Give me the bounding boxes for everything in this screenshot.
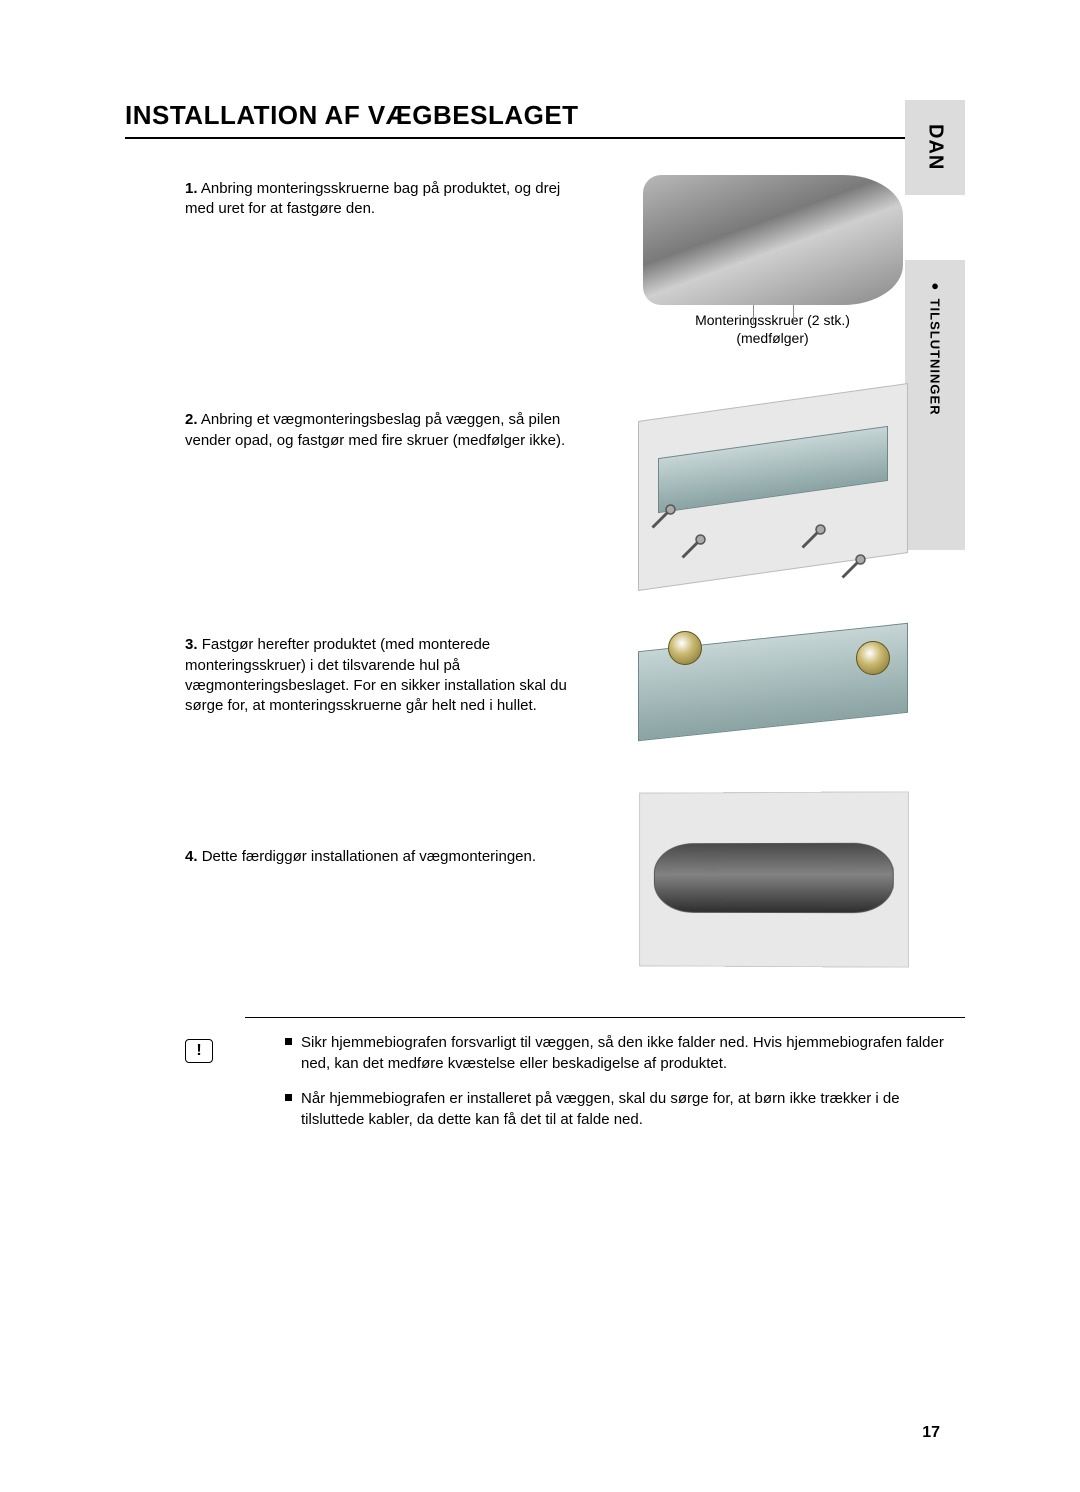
step-3-body: Fastgør herefter produktet (med montered…: [185, 636, 567, 714]
mounting-screw-icon: [668, 631, 702, 665]
step-3-image: [580, 627, 965, 737]
step-2-number: 2.: [185, 411, 198, 428]
screw-icon: [838, 552, 868, 582]
page-number: 17: [922, 1424, 940, 1442]
warning-rule: [245, 1017, 965, 1018]
side-tab-section: ● TILSLUTNINGER: [905, 260, 965, 550]
finished-installation-illustration: [639, 792, 909, 968]
step-1-number: 1.: [185, 180, 198, 197]
step-2-body: Anbring et vægmonteringsbeslag på væggen…: [185, 411, 565, 448]
caption-line2: (medfølger): [695, 329, 850, 347]
screw-icon: [678, 532, 708, 562]
product-back-illustration: [643, 175, 903, 305]
screw-icon: [648, 502, 678, 532]
step-4-number: 4.: [185, 848, 198, 865]
step-4-body: Dette færdiggør installationen af vægmon…: [202, 848, 536, 865]
caption-line1: Monteringsskruer (2 stk.): [695, 311, 850, 329]
wall-bracket-illustration: [638, 402, 908, 572]
step-1-body: Anbring monteringsskruerne bag på produk…: [185, 180, 560, 217]
step-4-image: [580, 792, 965, 967]
mounting-screw-icon: [856, 641, 890, 675]
warning-item: Sikr hjemmebiografen forsvarligt til væg…: [285, 1032, 965, 1074]
side-tab-section-label: ● TILSLUTNINGER: [928, 278, 943, 416]
warning-block: ! Sikr hjemmebiografen forsvarligt til v…: [125, 1017, 965, 1130]
step-4-text: 4. Dette færdiggør installationen af væg…: [185, 792, 580, 867]
step-2-text: 2. Anbring et vægmonteringsbeslag på væg…: [185, 402, 580, 451]
step-2-image: [580, 402, 965, 572]
mounting-illustration: [638, 627, 908, 737]
warning-item: Når hjemmebiografen er installeret på væ…: [285, 1088, 965, 1130]
side-tab-language-label: DAN: [924, 124, 947, 170]
step-1-text: 1. Anbring monteringsskruerne bag på pro…: [185, 175, 580, 220]
step-2: 2. Anbring et vægmonteringsbeslag på væg…: [125, 402, 965, 572]
screw-icon: [798, 522, 828, 552]
step-3: 3. Fastgør herefter produktet (med monte…: [125, 627, 965, 737]
step-3-text: 3. Fastgør herefter produktet (med monte…: [185, 627, 580, 716]
step-4: 4. Dette færdiggør installationen af væg…: [125, 792, 965, 967]
page-heading: INSTALLATION AF VÆGBESLAGET: [125, 100, 965, 139]
step-1-caption: Monteringsskruer (2 stk.) (medfølger): [695, 311, 850, 347]
side-tab-language: DAN: [905, 100, 965, 195]
step-1: 1. Anbring monteringsskruerne bag på pro…: [125, 175, 965, 347]
caution-icon: !: [185, 1039, 213, 1063]
step-3-number: 3.: [185, 636, 198, 653]
warning-list: Sikr hjemmebiografen forsvarligt til væg…: [285, 1032, 965, 1130]
